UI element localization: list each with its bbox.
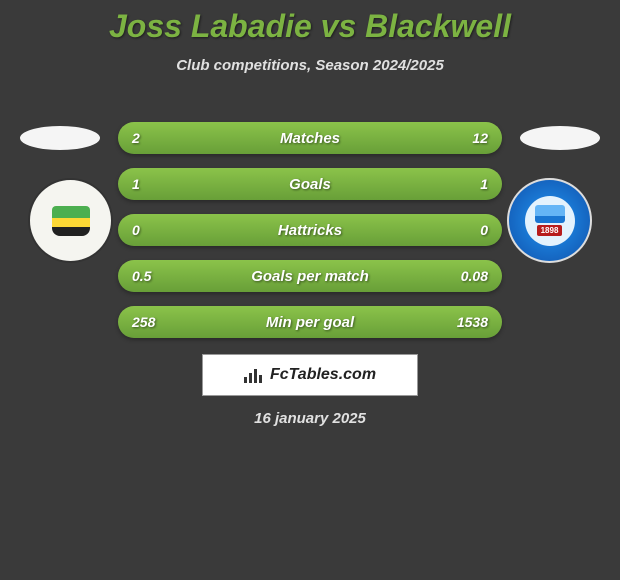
- page-title: Joss Labadie vs Blackwell: [0, 0, 620, 45]
- stat-row-goals: 1 Goals 1: [118, 168, 502, 200]
- stat-left-value: 1: [132, 176, 140, 192]
- stat-label: Min per goal: [266, 314, 354, 331]
- stat-left-value: 0.5: [132, 268, 151, 284]
- stat-left-value: 0: [132, 222, 140, 238]
- club-crest-right: 1898: [525, 196, 575, 246]
- stat-row-goals-per-match: 0.5 Goals per match 0.08: [118, 260, 502, 292]
- club-badge-left: [28, 178, 113, 263]
- chart-bars-icon: [244, 367, 264, 383]
- ellipse-decoration-right: [520, 126, 600, 150]
- stat-row-min-per-goal: 258 Min per goal 1538: [118, 306, 502, 338]
- stat-label: Goals: [289, 176, 331, 193]
- stat-row-matches: 2 Matches 12: [118, 122, 502, 154]
- crest-shield-icon: [52, 206, 90, 236]
- stat-right-value: 0.08: [461, 268, 488, 284]
- stat-right-value: 12: [472, 130, 488, 146]
- stat-label: Hattricks: [278, 222, 342, 239]
- stat-right-value: 1538: [457, 314, 488, 330]
- badge-sky-icon: [535, 205, 565, 223]
- stats-container: 2 Matches 12 1 Goals 1 0 Hattricks 0 0.5…: [118, 122, 502, 352]
- stat-left-value: 2: [132, 130, 140, 146]
- stat-right-value: 0: [480, 222, 488, 238]
- date-text: 16 january 2025: [0, 410, 620, 427]
- stat-right-value: 1: [480, 176, 488, 192]
- subtitle: Club competitions, Season 2024/2025: [0, 57, 620, 74]
- club-crest-left: [41, 191, 101, 251]
- stat-label: Matches: [280, 130, 340, 147]
- stat-row-hattricks: 0 Hattricks 0: [118, 214, 502, 246]
- club-badge-right: 1898: [507, 178, 592, 263]
- brand-attribution[interactable]: FcTables.com: [202, 354, 418, 396]
- badge-year: 1898: [537, 225, 563, 236]
- ellipse-decoration-left: [20, 126, 100, 150]
- brand-text: FcTables.com: [270, 366, 376, 384]
- stat-label: Goals per match: [251, 268, 369, 285]
- stat-left-value: 258: [132, 314, 155, 330]
